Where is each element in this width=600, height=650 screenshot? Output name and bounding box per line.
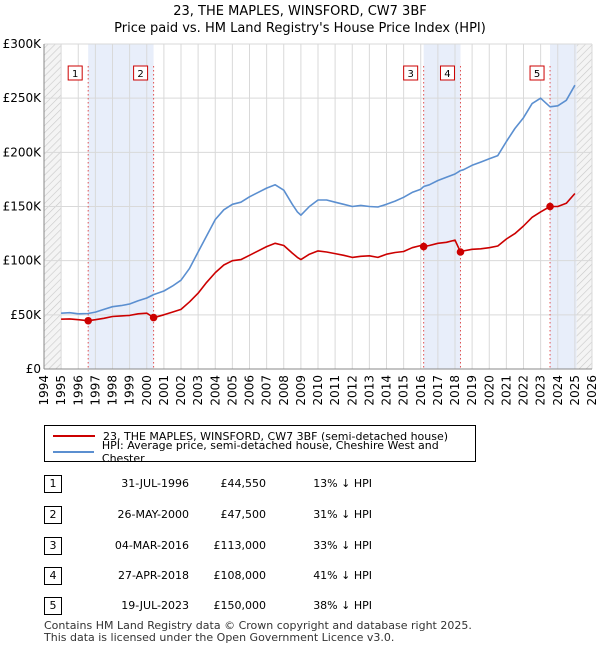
x-tick-label: 1995 (54, 375, 68, 406)
x-tick-label: 2019 (465, 375, 479, 406)
x-tick-label: 2021 (499, 375, 513, 406)
x-tick-label: 2022 (517, 375, 531, 406)
y-tick-label: £300K (3, 37, 43, 51)
x-tick-label: 2020 (482, 375, 496, 406)
x-tick-label: 1998 (106, 375, 120, 406)
transaction-hpi-diff: 38% ↓ HPI (313, 599, 372, 612)
x-tick-label: 2025 (568, 375, 582, 406)
x-tick-label: 2023 (534, 375, 548, 406)
transaction-date: 04-MAR-2016 (114, 539, 189, 552)
sale-number-label: 2 (137, 69, 143, 80)
x-tick-label: 2018 (448, 375, 462, 406)
y-tick-label: £100K (3, 254, 43, 268)
x-tick-label: 2026 (585, 375, 599, 406)
legend-label-hpi: HPI: Average price, semi-detached house,… (101, 439, 439, 465)
transaction-hpi-diff: 13% ↓ HPI (313, 477, 372, 490)
x-tick-label: 1997 (88, 375, 102, 406)
transaction-row: 5 19-JUL-2023 £150,000 38% ↓ HPI (44, 597, 404, 615)
x-tick-label: 1994 (37, 375, 51, 406)
transaction-row: 1 31-JUL-1996 £44,550 13% ↓ HPI (44, 475, 404, 493)
x-tick-label: 2003 (191, 375, 205, 406)
legend-label-property: 23, THE MAPLES, WINSFORD, CW7 3BF (semi-… (103, 429, 449, 443)
sale-number-box (133, 65, 149, 81)
transaction-date: 27-APR-2018 (117, 569, 189, 582)
footer-line: This data is licensed under the Open Gov… (44, 631, 395, 644)
x-tick-label: 2017 (431, 375, 445, 406)
footer-attribution: Contains HM Land Registry data © Crown c… (44, 620, 472, 644)
footer-line: Contains HM Land Registry data © Crown c… (44, 619, 472, 632)
transaction-number: 1 (44, 475, 62, 493)
transaction-row: 2 26-MAY-2000 £47,500 31% ↓ HPI (44, 506, 404, 524)
sale-point (456, 248, 465, 256)
transaction-hpi-diff: 41% ↓ HPI (313, 569, 372, 582)
sale-number-label: 4 (444, 69, 450, 80)
sale-number-label: 3 (407, 69, 413, 80)
transaction-price: £108,000 (213, 569, 267, 582)
sale-number-box (67, 65, 83, 81)
legend-item-property: 23, THE MAPLES, WINSFORD, CW7 3BF (semi-… (53, 428, 448, 444)
transaction-number: 2 (44, 506, 62, 524)
y-tick-label: £200K (3, 145, 43, 159)
x-tick-label: 2024 (551, 375, 565, 406)
x-tick-label: 2015 (397, 375, 411, 406)
sale-point (419, 242, 428, 251)
transaction-date: 31-JUL-1996 (121, 477, 189, 490)
transaction-number: 3 (44, 537, 62, 555)
legend-swatch-hpi (53, 451, 94, 453)
legend-swatch-property (53, 435, 95, 437)
sale-point (84, 316, 92, 325)
transaction-price: £113,000 (213, 539, 267, 552)
transaction-row: 3 04-MAR-2016 £113,000 33% ↓ HPI (44, 537, 404, 555)
y-tick-label: £250K (3, 91, 43, 105)
sale-number-box (529, 65, 545, 81)
price-chart: 1 2 3 4 5 £0 £50K £100K £150K £200K £250K £300K 199… (3, 37, 599, 406)
chart-subtitle: Price paid vs. HM Land Registry's House … (114, 21, 486, 36)
y-tick-label: £150K (3, 200, 43, 214)
transaction-hpi-diff: 31% ↓ HPI (313, 508, 372, 521)
transaction-price: £44,550 (220, 477, 267, 490)
transaction-hpi-diff: 33% ↓ HPI (313, 539, 372, 552)
x-tick-label: 2016 (414, 375, 428, 406)
legend-item-hpi: HPI: Average price, semi-detached house,… (53, 439, 475, 465)
sale-point (546, 202, 554, 211)
sale-number-box (403, 65, 419, 81)
transaction-price: £150,000 (213, 599, 267, 612)
transaction-row: 4 27-APR-2018 £108,000 41% ↓ HPI (44, 567, 404, 585)
x-tick-label: 2004 (208, 375, 222, 406)
transaction-price: £47,500 (220, 508, 267, 521)
x-tick-label: 1996 (71, 375, 85, 406)
x-tick-label: 2012 (345, 375, 359, 406)
x-tick-label: 2009 (294, 375, 308, 406)
x-tick-label: 2001 (157, 375, 171, 406)
x-tick-label: 2007 (260, 375, 274, 406)
y-tick-label: £0 (26, 362, 41, 376)
x-tick-label: 2006 (243, 375, 257, 406)
sale-number-label: 5 (534, 69, 540, 80)
x-tick-label: 2008 (277, 375, 291, 406)
x-tick-label: 2013 (362, 375, 376, 406)
transaction-date: 19-JUL-2023 (121, 599, 189, 612)
transaction-number: 5 (44, 597, 62, 615)
x-tick-label: 2011 (328, 375, 342, 406)
sale-point (149, 313, 158, 322)
chart-legend: 23, THE MAPLES, WINSFORD, CW7 3BF (semi-… (44, 425, 476, 465)
hpi-series-line (61, 84, 576, 315)
transaction-date: 26-MAY-2000 (117, 508, 189, 521)
chart-title: 23, THE MAPLES, WINSFORD, CW7 3BF (173, 4, 427, 19)
x-tick-label: 2002 (174, 375, 188, 406)
x-tick-label: 2014 (380, 375, 394, 406)
x-tick-label: 2010 (311, 375, 325, 406)
x-tick-label: 2005 (225, 375, 239, 406)
transaction-number: 4 (44, 567, 62, 585)
sale-number-label: 1 (72, 69, 78, 80)
x-tick-label: 1999 (123, 375, 137, 406)
y-tick-label: £50K (10, 308, 42, 322)
sale-number-box (439, 65, 455, 81)
x-tick-label: 2000 (140, 375, 154, 406)
